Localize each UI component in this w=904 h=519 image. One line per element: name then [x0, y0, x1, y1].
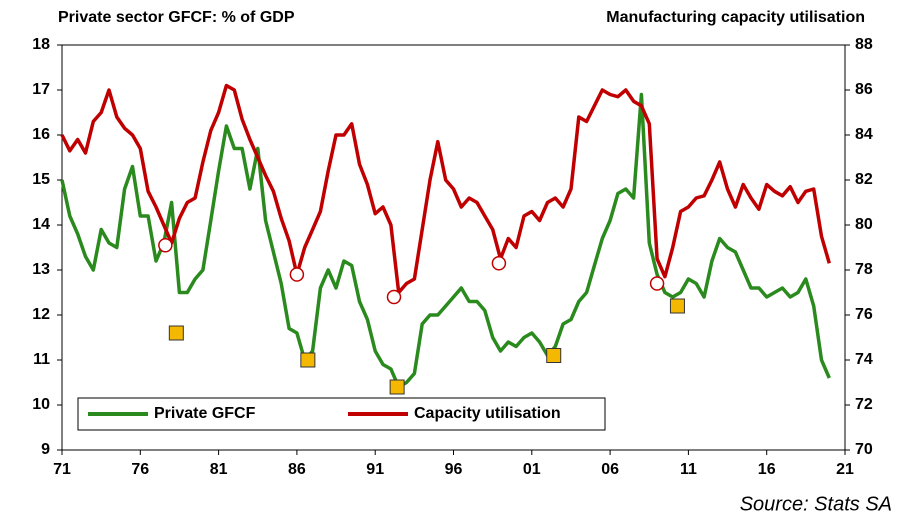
trough-marker	[669, 298, 685, 314]
trough-marker	[649, 276, 665, 291]
x-tick-label: 11	[680, 461, 697, 478]
y2-tick-label: 82	[855, 171, 873, 188]
x-tick-label: 01	[523, 461, 541, 478]
y-tick-label: 17	[32, 81, 50, 98]
source: Source: Stats SA	[740, 493, 892, 515]
y2-tick-label: 88	[855, 36, 873, 53]
y-tick-label: 14	[32, 216, 50, 233]
y-tick-label: 15	[32, 171, 50, 188]
chart-title: Private sector GFCF: % of GDP	[58, 9, 295, 26]
x-tick-label: 71	[53, 461, 71, 478]
chart-title-right: Manufacturing capacity utilisation	[606, 9, 865, 26]
x-tick-label: 86	[288, 461, 306, 478]
y-tick-label: 10	[32, 396, 50, 413]
series-line	[60, 83, 831, 295]
y2-tick-label: 76	[855, 306, 873, 323]
y2-tick-label: 78	[855, 261, 873, 278]
y2-tick-label: 84	[855, 126, 873, 143]
y2-tick-label: 80	[855, 216, 873, 233]
y-tick-label: 16	[32, 126, 50, 143]
y-tick-label: 11	[33, 351, 50, 368]
x-tick-label: 21	[836, 461, 854, 478]
trough-marker	[386, 289, 402, 305]
trough-marker	[158, 238, 173, 253]
trough-marker	[168, 325, 184, 341]
legend-box	[77, 397, 606, 431]
trough-marker	[389, 379, 405, 395]
y-tick-label: 9	[41, 441, 50, 458]
legend-label: Private GFCF	[154, 405, 256, 422]
y2-tick-label: 70	[855, 441, 873, 458]
y-tick-label: 18	[32, 36, 50, 53]
y-tick-label: 13	[32, 261, 50, 278]
y2-tick-label: 72	[855, 396, 873, 413]
x-tick-label: 06	[601, 461, 619, 478]
y2-tick-label: 86	[855, 81, 873, 98]
x-tick-label: 16	[758, 461, 776, 478]
trough-marker	[546, 348, 562, 363]
y-tick-label: 12	[32, 306, 50, 323]
trough-marker	[300, 352, 316, 368]
x-tick-label: 91	[366, 461, 384, 478]
series-line	[60, 92, 831, 389]
y2-tick-label: 74	[855, 351, 873, 368]
x-tick-label: 76	[131, 461, 149, 478]
legend-label: Capacity utilisation	[414, 405, 561, 422]
x-tick-label: 81	[210, 461, 228, 478]
trough-marker	[491, 256, 507, 271]
x-tick-label: 96	[445, 461, 463, 478]
trough-marker	[289, 267, 305, 282]
